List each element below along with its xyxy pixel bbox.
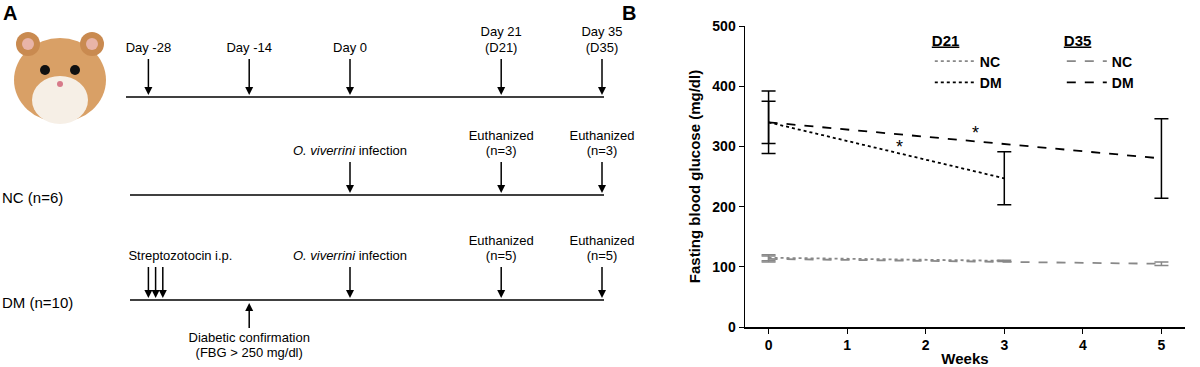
svg-text:NC (n=6): NC (n=6) (2, 189, 63, 206)
svg-text:Diabetic confirmation: Diabetic confirmation (189, 330, 310, 345)
svg-text:Euthanized: Euthanized (469, 128, 534, 143)
svg-text:(n=5): (n=5) (486, 248, 517, 263)
svg-text:*: * (972, 123, 979, 143)
svg-text:*: * (896, 137, 903, 157)
svg-text:200: 200 (712, 199, 736, 215)
svg-text:0: 0 (765, 337, 773, 353)
svg-text:Weeks: Weeks (941, 350, 988, 367)
svg-text:Day 35: Day 35 (581, 24, 622, 39)
svg-text:NC: NC (980, 54, 1000, 70)
svg-text:DM (n=10): DM (n=10) (2, 294, 73, 311)
svg-text:400: 400 (712, 78, 736, 94)
svg-text:(D35): (D35) (586, 40, 619, 55)
svg-text:4: 4 (1079, 337, 1087, 353)
svg-text:(FBG > 250 mg/dl): (FBG > 250 mg/dl) (196, 345, 303, 360)
svg-text:1: 1 (843, 337, 851, 353)
svg-text:0: 0 (728, 319, 736, 335)
svg-text:A: A (3, 2, 17, 24)
svg-text:Fasting blood glucose (mg/dl): Fasting blood glucose (mg/dl) (686, 70, 703, 283)
svg-text:DM: DM (1112, 75, 1134, 91)
svg-text:100: 100 (712, 259, 736, 275)
svg-text:DM: DM (980, 75, 1002, 91)
svg-text:3: 3 (1000, 337, 1008, 353)
svg-text:Streptozotocin i.p.: Streptozotocin i.p. (128, 248, 232, 263)
svg-text:Euthanized: Euthanized (469, 233, 534, 248)
svg-text:O. viverrini infection: O. viverrini infection (293, 143, 407, 158)
svg-text:D21: D21 (932, 32, 960, 49)
svg-text:O. viverrini infection: O. viverrini infection (293, 248, 407, 263)
svg-text:D35: D35 (1064, 32, 1092, 49)
svg-text:NC: NC (1112, 54, 1132, 70)
svg-text:Euthanized: Euthanized (569, 128, 634, 143)
svg-text:(n=3): (n=3) (587, 143, 618, 158)
svg-text:5: 5 (1158, 337, 1166, 353)
svg-text:Day -14: Day -14 (226, 40, 272, 55)
svg-text:B: B (622, 2, 636, 24)
svg-text:(n=5): (n=5) (587, 248, 618, 263)
svg-text:(n=3): (n=3) (486, 143, 517, 158)
svg-text:500: 500 (712, 18, 736, 34)
svg-text:Day -28: Day -28 (126, 40, 172, 55)
svg-text:(D21): (D21) (485, 40, 518, 55)
svg-text:Day 21: Day 21 (481, 24, 522, 39)
svg-text:2: 2 (922, 337, 930, 353)
svg-text:300: 300 (712, 138, 736, 154)
svg-text:Euthanized: Euthanized (569, 233, 634, 248)
svg-text:Day 0: Day 0 (333, 40, 367, 55)
